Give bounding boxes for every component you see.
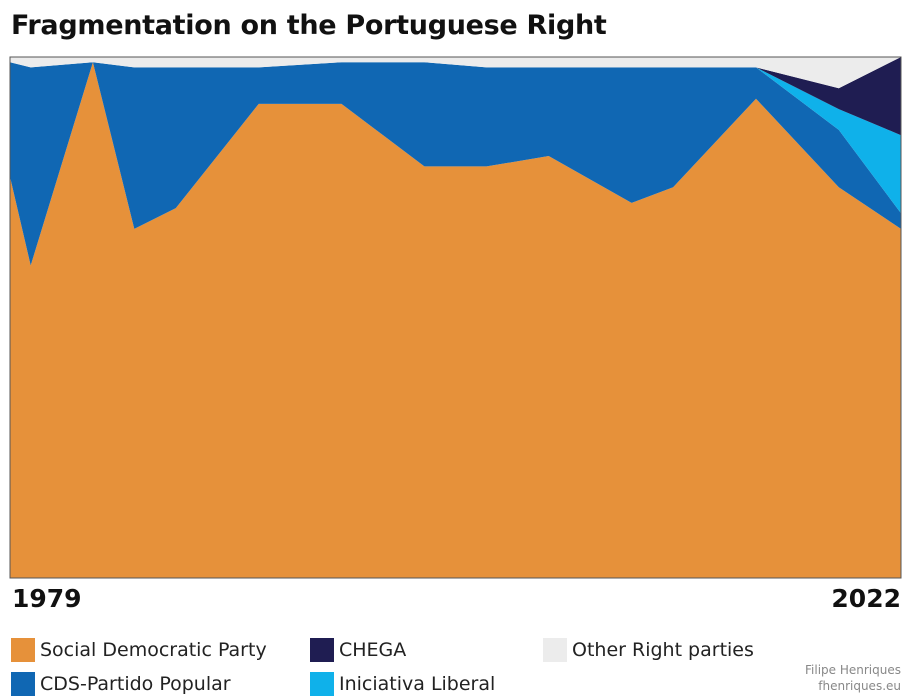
credit: Filipe Henriques fhenriques.eu bbox=[805, 662, 901, 694]
x-axis-start-label: 1979 bbox=[12, 584, 82, 613]
credit-site: fhenriques.eu bbox=[818, 679, 901, 693]
credit-author: Filipe Henriques bbox=[805, 663, 901, 677]
plot-frame bbox=[9, 56, 902, 579]
chart-title: Fragmentation on the Portuguese Right bbox=[11, 10, 607, 41]
area-social-democratic-party bbox=[10, 62, 901, 578]
area-layer bbox=[10, 57, 901, 578]
area-other-right-parties bbox=[10, 57, 901, 89]
x-axis-end-label: 2022 bbox=[831, 584, 901, 613]
area-cds-partido-popular bbox=[10, 62, 901, 266]
